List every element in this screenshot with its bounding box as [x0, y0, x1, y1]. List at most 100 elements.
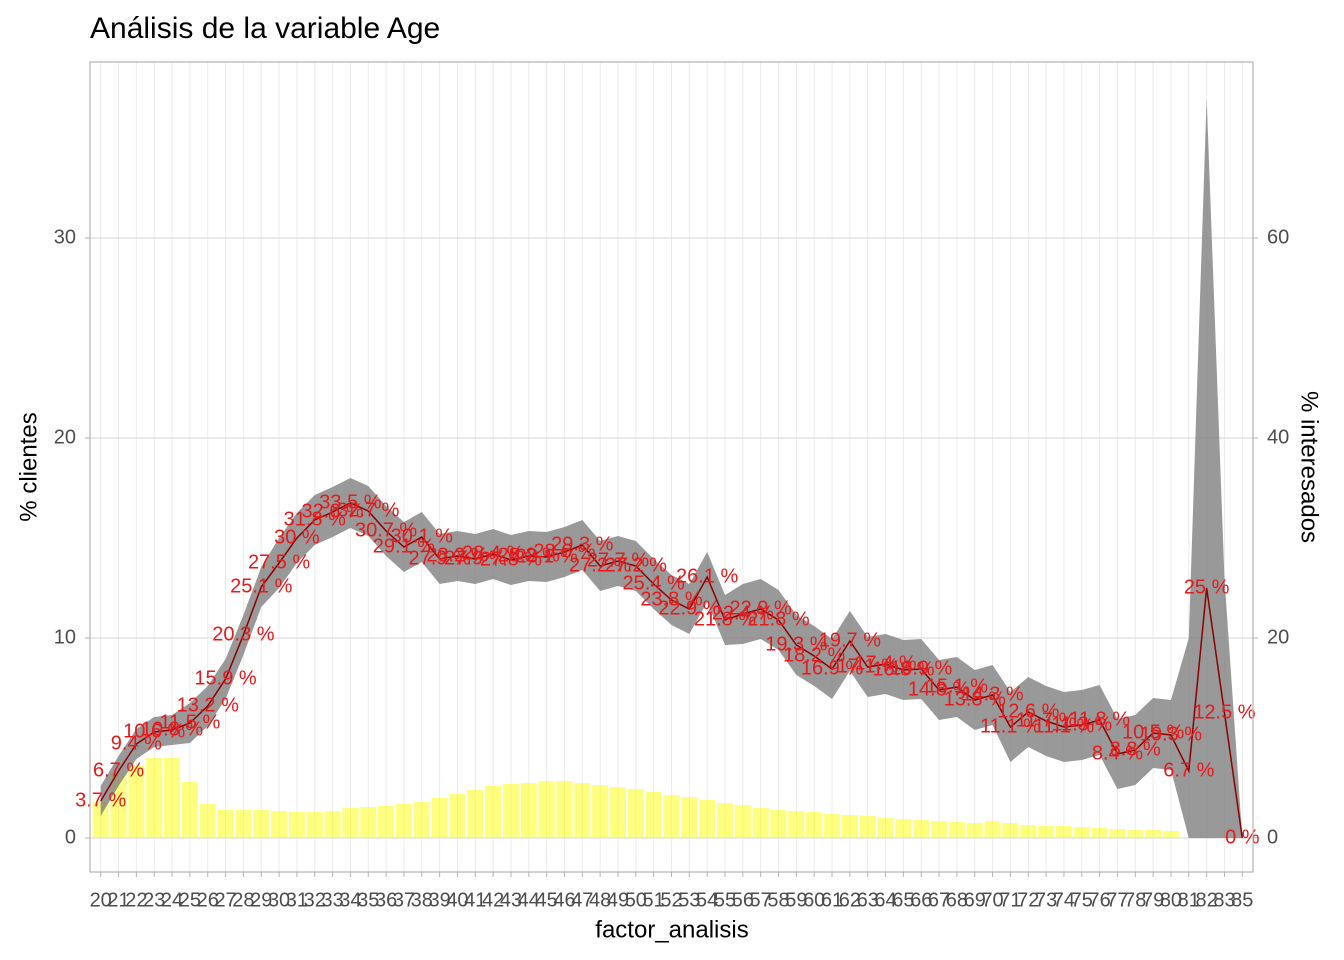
x-tick-label: 77	[1106, 889, 1128, 911]
x-tick-label: 58	[767, 889, 789, 911]
data-label: 12.6 %	[997, 700, 1059, 722]
data-label: 0 %	[1225, 826, 1260, 848]
data-label: 9.4 %	[111, 732, 162, 754]
data-label: 25 %	[1184, 576, 1230, 598]
x-tick-label: 85	[1231, 889, 1253, 911]
bar	[485, 786, 502, 838]
y2-tick-label: 20	[1267, 626, 1289, 648]
data-label: 28.6 %	[533, 540, 595, 562]
x-tick-label: 80	[1160, 889, 1182, 911]
data-label: 10.6 %	[123, 720, 185, 742]
y-axis-label: % clientes	[15, 412, 42, 521]
x-tick-label: 46	[553, 889, 575, 911]
x-tick-label: 67	[928, 889, 950, 911]
x-tick-label: 55	[714, 889, 736, 911]
x-tick-label: 78	[1124, 889, 1146, 911]
data-label: 15.9 %	[194, 667, 256, 689]
bar	[752, 808, 769, 838]
data-label: 10.3 %	[1140, 723, 1202, 745]
x-tick-label: 32	[304, 889, 326, 911]
data-label: 3.7 %	[75, 789, 126, 811]
bar	[788, 811, 805, 838]
bar	[271, 811, 288, 838]
data-label: 14.3 %	[961, 683, 1023, 705]
bar	[913, 820, 930, 838]
bar	[342, 808, 359, 838]
bar	[592, 785, 609, 838]
x-tick-label: 44	[518, 889, 540, 911]
data-label: 27.2 %	[605, 554, 667, 576]
x-tick-label: 64	[874, 889, 896, 911]
bar	[146, 758, 163, 838]
bar	[217, 810, 234, 838]
data-label: 11.1 %	[1034, 715, 1095, 737]
data-label: 8.8 %	[1110, 738, 1161, 760]
data-label: 30.1 %	[391, 525, 453, 547]
data-label: 18.2 %	[783, 644, 845, 666]
data-label: 6.7 %	[1163, 759, 1214, 781]
bar	[966, 823, 983, 838]
bar	[574, 783, 591, 838]
data-label: 32.7 %	[337, 499, 399, 521]
x-tick-label: 28	[232, 889, 254, 911]
x-tick-label: 51	[643, 889, 665, 911]
data-label: 16.9 %	[801, 657, 863, 679]
bar	[806, 812, 823, 838]
x-tick-label: 81	[1178, 889, 1200, 911]
y-tick-label: 10	[54, 626, 76, 648]
x-tick-label: 57	[750, 889, 772, 911]
line	[100, 502, 1244, 839]
data-label: 22.9 %	[730, 597, 792, 619]
data-label: 32.6 %	[301, 500, 363, 522]
bar	[395, 804, 412, 838]
x-tick-label: 50	[625, 889, 647, 911]
data-label: 25.1 %	[230, 575, 292, 597]
data-label: 27.9 %	[408, 547, 470, 569]
x-tick-label: 69	[964, 889, 986, 911]
x-tick-label: 52	[660, 889, 682, 911]
bar	[645, 792, 662, 838]
x-tick-label: 56	[732, 889, 754, 911]
x-tick-label: 70	[981, 889, 1003, 911]
x-tick-label: 48	[589, 889, 611, 911]
bar	[824, 814, 841, 838]
bar	[1109, 829, 1126, 838]
data-label: 31.8 %	[284, 508, 346, 530]
bar	[1038, 826, 1055, 838]
data-label: 27.2 %	[569, 554, 631, 576]
x-tick-label: 65	[892, 889, 914, 911]
x-tick-label: 75	[1071, 889, 1093, 911]
x-tick-label: 66	[910, 889, 932, 911]
x-tick-label: 21	[107, 889, 129, 911]
x-tick-label: 34	[339, 889, 361, 911]
bar	[502, 784, 519, 838]
bar	[1091, 828, 1108, 838]
x-tick-label: 29	[250, 889, 272, 911]
bar	[360, 807, 377, 838]
y-tick-label: 0	[65, 826, 76, 848]
data-label: 20.3 %	[212, 623, 274, 645]
data-label: 22.9 %	[658, 597, 720, 619]
data-label: 33.5 %	[319, 491, 381, 513]
bar	[948, 822, 965, 838]
x-tick-label: 53	[678, 889, 700, 911]
bar	[1145, 830, 1162, 838]
y2-axis-label: % interesados	[1296, 391, 1323, 543]
bar	[520, 783, 537, 838]
y2-tick-label: 60	[1267, 226, 1289, 248]
data-label: 27.7 %	[587, 549, 649, 571]
bar	[1073, 827, 1090, 838]
bar	[431, 798, 448, 838]
bar	[288, 812, 305, 838]
bar	[841, 815, 858, 838]
bar	[681, 797, 698, 838]
bar	[770, 810, 787, 838]
x-tick-label: 33	[321, 889, 343, 911]
x-tick-label: 82	[1195, 889, 1217, 911]
bar	[734, 805, 751, 838]
data-label: 30 %	[274, 526, 320, 548]
bar	[663, 795, 680, 838]
x-tick-label: 31	[286, 889, 308, 911]
